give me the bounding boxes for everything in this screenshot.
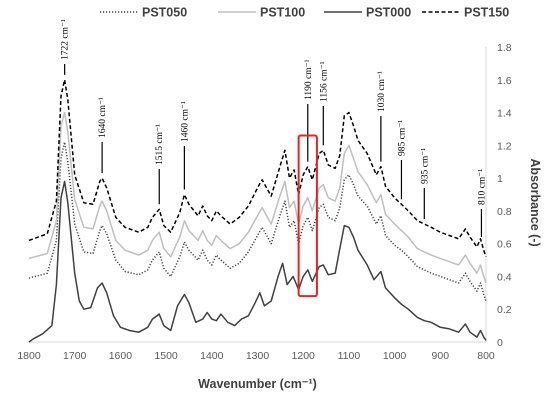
x-tick-label: 900 xyxy=(432,350,450,362)
x-tick-label: 1500 xyxy=(154,350,178,362)
x-tick-label: 1300 xyxy=(246,350,270,362)
series-lines xyxy=(28,79,487,343)
y-tick-label: 0.6 xyxy=(497,239,512,251)
legend-label-pst100: PST100 xyxy=(260,6,305,20)
series-line-pst000 xyxy=(28,180,487,343)
legend-label-pst150: PST150 xyxy=(464,6,509,20)
series-line-pst150 xyxy=(28,79,487,258)
series-line-pst050 xyxy=(28,141,487,302)
axes: 1800 1700 1600 1500 1400 1300 1200 1100 1000 900 8… xyxy=(17,42,542,391)
highlight-box xyxy=(297,134,318,298)
x-tick-label: 1700 xyxy=(63,350,87,362)
y-tick-label: 1.8 xyxy=(497,42,512,54)
x-tick-label: 1200 xyxy=(292,350,316,362)
series-line-pst100 xyxy=(28,111,487,284)
peak-label: 1030 cm⁻¹ xyxy=(377,71,387,112)
x-tick-label: 1600 xyxy=(109,350,133,362)
highlight-rect xyxy=(297,134,318,298)
y-tick-label: 0.8 xyxy=(497,206,512,218)
x-tick-label: 1400 xyxy=(200,350,224,362)
legend-label-pst050: PST050 xyxy=(142,6,187,20)
x-tick-label: 1100 xyxy=(338,350,361,362)
x-tick-label: 1000 xyxy=(383,350,407,362)
peak-label: 1640 cm⁻¹ xyxy=(98,97,108,138)
x-axis-title: Wavenumber (cm⁻¹) xyxy=(198,377,317,391)
y-axis-title: Absorbance (-) xyxy=(528,158,542,246)
x-tick-label: 800 xyxy=(477,350,495,362)
peak-annotations: 1722 cm⁻¹ 1640 cm⁻¹ 1515 cm⁻¹ 1460 cm⁻¹ 1190… xyxy=(61,19,487,238)
y-tick-label: 1.4 xyxy=(497,108,512,120)
peak-label: 985 cm⁻¹ xyxy=(397,120,407,156)
peak-label: 1515 cm⁻¹ xyxy=(155,124,165,165)
peak-label: 1722 cm⁻¹ xyxy=(61,19,71,60)
peak-label: 810 cm⁻¹ xyxy=(477,169,487,205)
x-tick-label: 1800 xyxy=(17,350,41,362)
peak-label: 1190 cm⁻¹ xyxy=(304,59,314,100)
legend: PST050 PST100 PST000 PST150 xyxy=(100,6,509,20)
y-tick-label: 1.6 xyxy=(497,75,512,87)
peak-label: 1156 cm⁻¹ xyxy=(319,61,329,102)
peak-label: 1460 cm⁻¹ xyxy=(180,101,190,142)
y-tick-label: 1.2 xyxy=(497,140,512,152)
peak-label: 935 cm⁻¹ xyxy=(420,148,430,184)
y-tick-label: 1 xyxy=(497,173,503,185)
y-tick-label: 0 xyxy=(497,337,503,349)
y-tick-label: 0.4 xyxy=(497,271,512,283)
y-tick-label: 0.2 xyxy=(497,304,512,316)
legend-label-pst000: PST000 xyxy=(366,6,411,20)
